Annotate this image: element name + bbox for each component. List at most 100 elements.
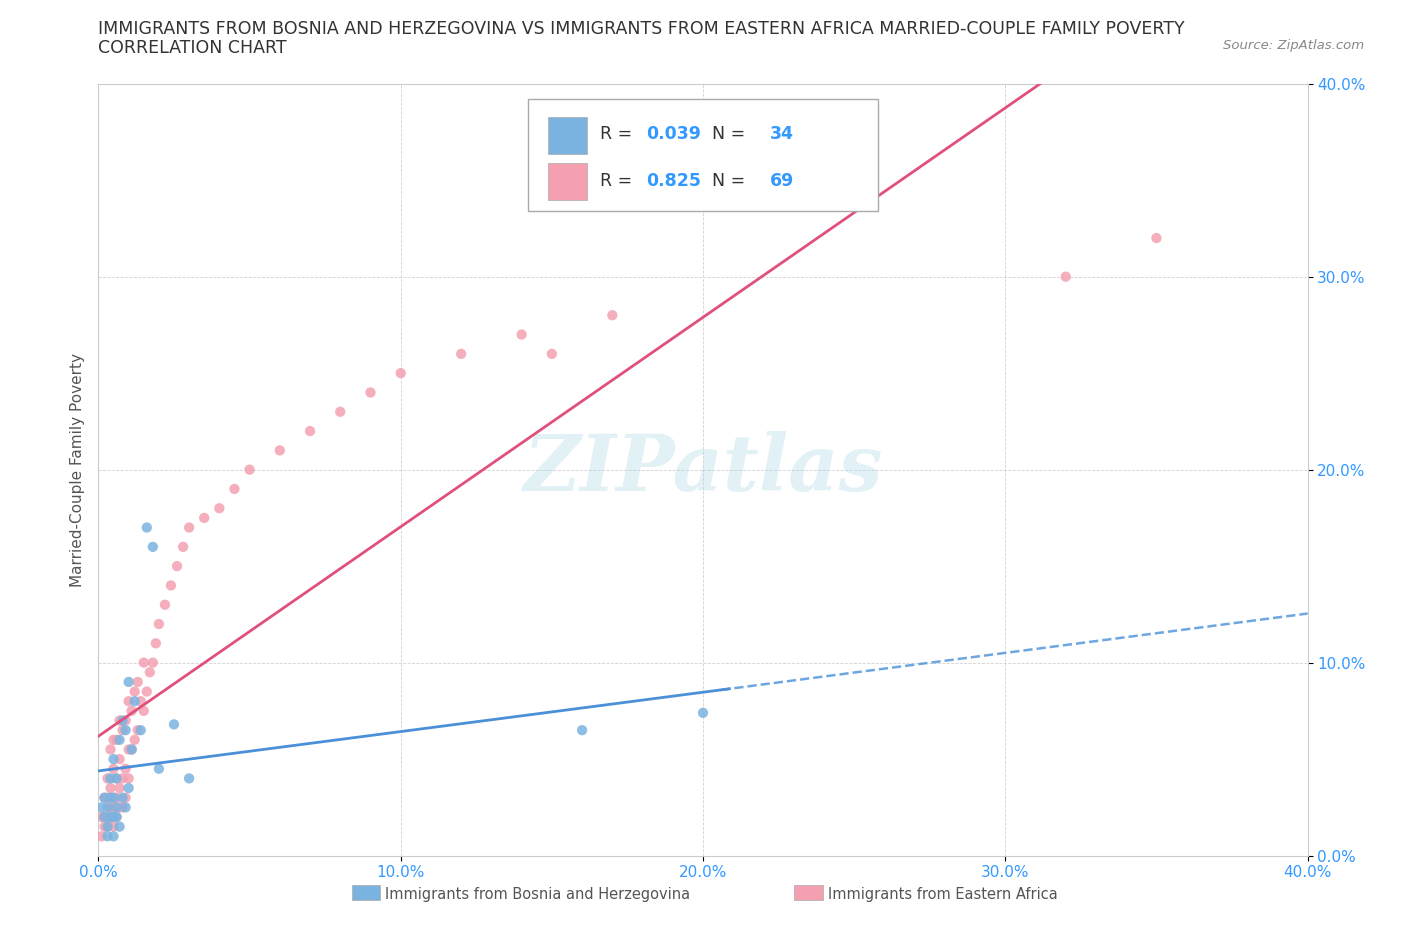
Point bbox=[105, 771, 128, 786]
Point bbox=[114, 713, 136, 728]
Point bbox=[108, 780, 131, 795]
Point bbox=[160, 578, 183, 593]
Point bbox=[103, 733, 125, 748]
Point bbox=[114, 790, 136, 805]
Point bbox=[153, 597, 176, 612]
Point bbox=[108, 800, 131, 815]
Point bbox=[111, 790, 134, 805]
Point bbox=[100, 771, 122, 786]
Point bbox=[100, 809, 122, 825]
Point bbox=[148, 617, 170, 631]
Point bbox=[103, 790, 125, 805]
Point bbox=[103, 819, 125, 834]
Bar bbox=[548, 116, 586, 153]
Point bbox=[118, 694, 141, 709]
Point bbox=[540, 347, 562, 362]
Point bbox=[602, 308, 624, 323]
Point bbox=[360, 385, 382, 400]
Point bbox=[103, 809, 125, 825]
Point bbox=[193, 511, 215, 525]
Point bbox=[108, 819, 131, 834]
Point bbox=[93, 790, 115, 805]
Point bbox=[1144, 231, 1167, 246]
Point bbox=[100, 780, 122, 795]
Point bbox=[172, 539, 194, 554]
Point bbox=[96, 819, 118, 834]
Point bbox=[100, 809, 122, 825]
Point bbox=[96, 829, 118, 844]
Point bbox=[105, 809, 128, 825]
Point bbox=[135, 684, 157, 699]
Point bbox=[179, 520, 201, 535]
Point bbox=[90, 800, 112, 815]
Point bbox=[132, 656, 155, 671]
Text: IMMIGRANTS FROM BOSNIA AND HERZEGOVINA VS IMMIGRANTS FROM EASTERN AFRICA MARRIED: IMMIGRANTS FROM BOSNIA AND HERZEGOVINA V… bbox=[98, 20, 1185, 38]
Point bbox=[179, 771, 201, 786]
Point bbox=[135, 520, 157, 535]
Point bbox=[93, 790, 115, 805]
Point bbox=[96, 771, 118, 786]
Point bbox=[105, 800, 128, 815]
Point bbox=[132, 703, 155, 718]
Point bbox=[121, 742, 143, 757]
Point bbox=[105, 771, 128, 786]
Point bbox=[145, 636, 167, 651]
Point bbox=[90, 809, 112, 825]
Text: Source: ZipAtlas.com: Source: ZipAtlas.com bbox=[1223, 39, 1364, 52]
Point bbox=[142, 539, 165, 554]
Text: R =: R = bbox=[600, 126, 638, 143]
Point bbox=[148, 762, 170, 777]
Point bbox=[118, 742, 141, 757]
Y-axis label: Married-Couple Family Poverty: Married-Couple Family Poverty bbox=[69, 352, 84, 587]
Point bbox=[127, 723, 149, 737]
Point bbox=[103, 800, 125, 815]
Point bbox=[103, 762, 125, 777]
Text: 69: 69 bbox=[769, 172, 794, 190]
Text: N =: N = bbox=[700, 126, 751, 143]
Point bbox=[105, 809, 128, 825]
Point bbox=[510, 327, 533, 342]
Point bbox=[96, 809, 118, 825]
Point bbox=[118, 780, 141, 795]
Point bbox=[114, 723, 136, 737]
Point bbox=[103, 790, 125, 805]
Point bbox=[450, 347, 472, 362]
Point bbox=[692, 705, 714, 720]
Text: 0.039: 0.039 bbox=[647, 126, 702, 143]
Text: R =: R = bbox=[600, 172, 638, 190]
Point bbox=[114, 800, 136, 815]
Point bbox=[90, 829, 112, 844]
Text: Immigrants from Eastern Africa: Immigrants from Eastern Africa bbox=[828, 887, 1057, 902]
Point bbox=[139, 665, 162, 680]
Text: 0.825: 0.825 bbox=[647, 172, 702, 190]
Point bbox=[124, 694, 146, 709]
Bar bbox=[548, 164, 586, 201]
Point bbox=[93, 809, 115, 825]
Point bbox=[103, 751, 125, 766]
Point bbox=[299, 424, 322, 439]
Point bbox=[571, 723, 593, 737]
Point bbox=[96, 790, 118, 805]
Point bbox=[114, 762, 136, 777]
Point bbox=[96, 800, 118, 815]
Text: ZIPatlas: ZIPatlas bbox=[523, 432, 883, 508]
Point bbox=[103, 829, 125, 844]
Point bbox=[100, 800, 122, 815]
Point bbox=[329, 405, 352, 419]
Point bbox=[163, 717, 186, 732]
Point bbox=[111, 771, 134, 786]
FancyBboxPatch shape bbox=[527, 100, 879, 211]
Point bbox=[105, 733, 128, 748]
Point bbox=[121, 742, 143, 757]
Text: CORRELATION CHART: CORRELATION CHART bbox=[98, 39, 287, 57]
Point bbox=[208, 500, 231, 515]
Point bbox=[108, 751, 131, 766]
Point bbox=[93, 809, 115, 825]
Text: 34: 34 bbox=[769, 126, 793, 143]
Point bbox=[224, 482, 246, 497]
Point bbox=[124, 684, 146, 699]
Point bbox=[108, 733, 131, 748]
Point bbox=[111, 800, 134, 815]
Point bbox=[118, 674, 141, 689]
Point bbox=[127, 674, 149, 689]
